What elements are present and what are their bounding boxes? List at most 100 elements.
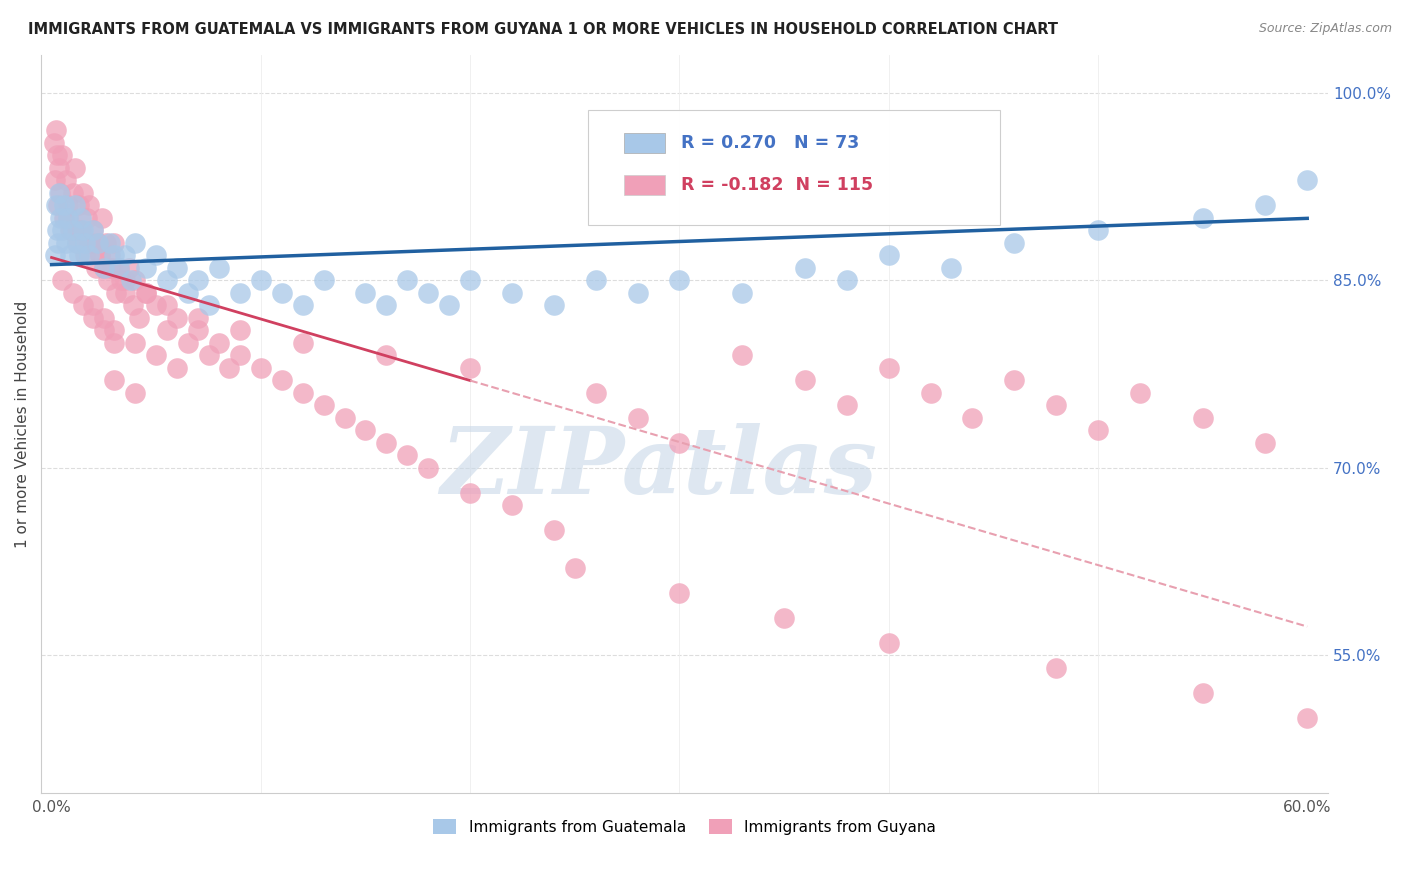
Point	[333, 410, 356, 425]
Point	[53, 211, 76, 225]
Point	[668, 273, 690, 287]
Point	[197, 298, 219, 312]
Point	[49, 186, 72, 200]
Point	[70, 211, 93, 225]
Point	[103, 373, 125, 387]
Point	[55, 173, 77, 187]
Point	[101, 260, 124, 275]
Point	[120, 273, 142, 287]
Point	[63, 161, 86, 175]
Point	[166, 260, 188, 275]
Point	[48, 161, 70, 175]
Point	[98, 248, 121, 262]
Point	[98, 235, 121, 250]
Point	[86, 235, 108, 250]
Point	[668, 586, 690, 600]
Point	[458, 486, 481, 500]
Point	[877, 636, 900, 650]
Point	[250, 273, 273, 287]
Point	[312, 273, 335, 287]
Bar	[624, 133, 665, 153]
Y-axis label: 1 or more Vehicles in Household: 1 or more Vehicles in Household	[15, 301, 30, 548]
Point	[66, 223, 89, 237]
Point	[114, 285, 136, 300]
Point	[794, 373, 817, 387]
Point	[418, 460, 440, 475]
Point	[156, 273, 179, 287]
Point	[58, 211, 80, 225]
Point	[145, 348, 167, 362]
FancyBboxPatch shape	[588, 111, 1000, 225]
Point	[1002, 235, 1025, 250]
Point	[291, 385, 314, 400]
Point	[98, 260, 121, 275]
Point	[44, 173, 66, 187]
Point	[89, 248, 111, 262]
Point	[128, 310, 150, 325]
Point	[82, 298, 104, 312]
Point	[1087, 223, 1109, 237]
Point	[135, 285, 157, 300]
Point	[208, 335, 231, 350]
Point	[920, 385, 942, 400]
Point	[585, 273, 607, 287]
Point	[114, 248, 136, 262]
Point	[1191, 211, 1213, 225]
Point	[229, 348, 252, 362]
Point	[110, 273, 132, 287]
Point	[103, 248, 125, 262]
Point	[82, 223, 104, 237]
Point	[354, 423, 377, 437]
Point	[1400, 211, 1406, 225]
Point	[156, 298, 179, 312]
Point	[794, 260, 817, 275]
Point	[51, 223, 73, 237]
Point	[731, 348, 754, 362]
Text: Source: ZipAtlas.com: Source: ZipAtlas.com	[1258, 22, 1392, 36]
Point	[229, 323, 252, 337]
Point	[103, 323, 125, 337]
Point	[668, 435, 690, 450]
Point	[375, 348, 398, 362]
Point	[58, 198, 80, 212]
Point	[59, 223, 82, 237]
Point	[176, 285, 198, 300]
Point	[187, 273, 209, 287]
Text: ZIPatlas: ZIPatlas	[440, 424, 877, 513]
Point	[45, 123, 67, 137]
Point	[67, 248, 90, 262]
Point	[51, 273, 73, 287]
Point	[458, 273, 481, 287]
Point	[941, 260, 963, 275]
Point	[543, 298, 565, 312]
Point	[124, 335, 146, 350]
Point	[208, 260, 231, 275]
Point	[166, 360, 188, 375]
Text: R = 0.270   N = 73: R = 0.270 N = 73	[681, 134, 859, 152]
Point	[93, 260, 115, 275]
Point	[835, 273, 858, 287]
Point	[962, 410, 984, 425]
Point	[270, 285, 292, 300]
Point	[46, 235, 69, 250]
Point	[187, 323, 209, 337]
Point	[1129, 385, 1152, 400]
Point	[585, 385, 607, 400]
Point	[458, 360, 481, 375]
Point	[66, 235, 89, 250]
Point	[543, 524, 565, 538]
Point	[44, 248, 66, 262]
Point	[250, 360, 273, 375]
Point	[63, 198, 86, 212]
Point	[396, 448, 419, 462]
Point	[118, 260, 141, 275]
Point	[80, 235, 103, 250]
Point	[59, 248, 82, 262]
Point	[55, 235, 77, 250]
Point	[418, 285, 440, 300]
Point	[42, 136, 65, 150]
Point	[877, 360, 900, 375]
Point	[82, 310, 104, 325]
Point	[197, 348, 219, 362]
Point	[77, 235, 100, 250]
